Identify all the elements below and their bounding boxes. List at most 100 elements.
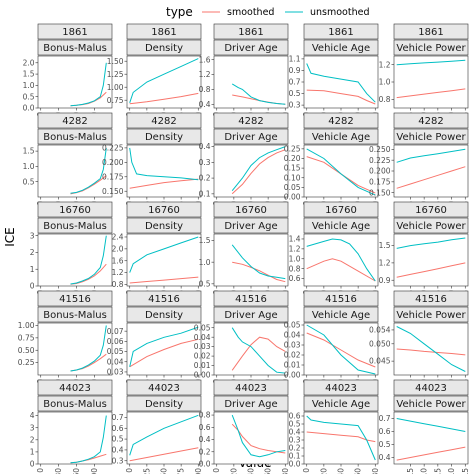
y-tick-label: 1.4	[289, 235, 301, 244]
strip-feature-label-box	[213, 395, 289, 412]
y-tick-label: 1.0	[23, 81, 35, 90]
x-tick-label: 2.5	[406, 468, 415, 474]
strip-row-label-box	[126, 112, 202, 129]
strip-feature-label: Vehicle Age	[312, 43, 370, 54]
series-line-unsmoothed	[70, 148, 107, 194]
y-tick-label: 1.50	[107, 57, 124, 66]
y-tick-label: 0.3	[289, 436, 301, 445]
y-tick-label: 0.03	[284, 341, 301, 350]
y-tick-label: 0.5	[289, 89, 301, 98]
y-tick-label: 1	[30, 265, 35, 274]
strip-feature-label-box	[393, 128, 469, 145]
strip-row-label: 1861	[151, 27, 176, 38]
series-line-unsmoothed	[396, 237, 466, 249]
series-line-smoothed	[396, 88, 466, 99]
y-tick-label: 0.7	[379, 414, 391, 423]
y-tick-label: 3	[30, 231, 35, 240]
panel-border	[213, 411, 289, 465]
y-tick-label: 1.5	[23, 147, 35, 156]
y-axis-title: ICE	[3, 227, 17, 247]
x-tick-label: 0	[212, 468, 221, 473]
y-tick-label: 2	[30, 435, 35, 444]
series-line-smoothed	[306, 431, 376, 443]
x-tick-label: 50	[160, 468, 169, 474]
x-tick-label: 80	[281, 468, 290, 474]
strip-row-label-box	[213, 201, 289, 218]
series-line-unsmoothed	[231, 414, 286, 458]
panel-border	[37, 144, 113, 198]
y-tick-label: 0.0	[23, 104, 35, 113]
panel-border	[393, 144, 469, 198]
strip-row-label-box	[303, 23, 379, 40]
series-line-unsmoothed	[396, 326, 466, 372]
y-tick-label: 0.050	[369, 339, 391, 348]
y-tick-label: 0.8	[199, 411, 211, 420]
y-tick-label: 0.6	[289, 412, 301, 421]
y-tick-label: 0.150	[369, 188, 391, 197]
y-tick-label: 2.4	[112, 233, 124, 242]
strip-feature-label: Driver Age	[224, 221, 277, 232]
panel-41516-density: 41516Density02550751000.030.040.050.060.…	[107, 290, 203, 393]
strip-row-label-box	[37, 201, 113, 218]
strip-row-label: 44023	[59, 383, 91, 394]
series-line-smoothed	[129, 276, 199, 284]
strip-row-label: 16760	[148, 205, 180, 216]
y-tick-label: 0.4	[199, 435, 211, 444]
panel-44023-density: 44023 Density 0 25 50 75 100 0.30.4 0.5 0.6 0.7	[112, 379, 203, 474]
strip-row-label: 44023	[235, 383, 267, 394]
strip-feature-label-box	[126, 217, 202, 234]
y-tick-label: 0.9	[289, 66, 301, 75]
series-line-smoothed	[396, 446, 466, 461]
strip-feature-label-box	[303, 128, 379, 145]
series-line-unsmoothed	[396, 148, 466, 163]
series-line-unsmoothed	[306, 324, 376, 375]
y-tick-label: 0.01	[284, 361, 301, 370]
strip-feature-label: Bonus-Malus	[43, 399, 107, 410]
panel-border	[393, 233, 469, 287]
strip-row-label-box	[393, 23, 469, 40]
y-tick-label: 0.25	[18, 358, 35, 367]
series-line-unsmoothed	[129, 236, 199, 273]
y-tick-label: 0.25	[284, 144, 301, 153]
strip-row-label-box	[126, 290, 202, 307]
series-line-unsmoothed	[231, 244, 286, 280]
y-tick-label: 0.15	[284, 164, 301, 173]
y-tick-label: 0.2	[289, 444, 301, 453]
y-tick-label: 0.10	[284, 173, 301, 182]
strip-feature-label-box	[213, 39, 289, 56]
strip-feature-label-box	[303, 306, 379, 323]
y-tick-label: 3	[30, 423, 35, 432]
x-tick-label: 100	[194, 468, 203, 474]
y-tick-label: 0.4	[112, 446, 124, 455]
strip-row-label-box	[126, 379, 202, 396]
panel-border	[303, 322, 379, 376]
strip-row-label: 44023	[325, 383, 357, 394]
y-tick-label: 0.06	[107, 337, 124, 346]
y-tick-label: 0.0	[199, 460, 211, 469]
y-tick-label: 0.50	[18, 346, 35, 355]
panel-44023-vehicle-power: 44023 Vehicle Power 2.5 5.0 7.5 10.0 12.5 0.4 0.…	[379, 379, 470, 474]
strip-feature-label-box	[303, 217, 379, 234]
series-line-smoothed	[231, 149, 286, 195]
x-tick-label: 60	[264, 468, 273, 474]
strip-row-label: 16760	[415, 205, 447, 216]
y-tick-label: 0.04	[284, 331, 301, 340]
x-tick-label: 0	[125, 468, 134, 473]
y-tick-label: 0.07	[107, 327, 124, 336]
strip-row-label: 1861	[238, 27, 263, 38]
y-tick-label: 1.2	[112, 268, 124, 277]
strip-row-label: 1861	[418, 27, 443, 38]
y-tick-label: 0	[30, 282, 35, 291]
strip-row-label: 41516	[235, 294, 267, 305]
y-tick-label: 4	[30, 411, 35, 420]
y-tick-label: 0.04	[107, 357, 124, 366]
y-tick-label: 1.0	[379, 78, 391, 87]
y-tick-label: 0	[30, 460, 35, 469]
